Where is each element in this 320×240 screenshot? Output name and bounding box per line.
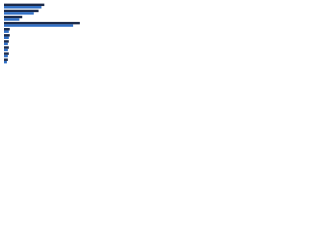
bar	[4, 6, 42, 9]
bar	[4, 52, 9, 55]
chart	[4, 3, 80, 64]
bar	[4, 60, 7, 64]
bar	[4, 21, 80, 25]
page: {"chart_data": {"type": "hbar", "categor…	[0, 0, 100, 71]
bar	[4, 24, 74, 27]
bar	[4, 12, 34, 15]
bar	[4, 48, 8, 52]
bar	[4, 34, 10, 37]
bar	[4, 40, 9, 43]
bar	[4, 30, 9, 33]
bar	[4, 9, 39, 13]
bar	[4, 42, 8, 46]
bar	[4, 3, 45, 7]
bar	[4, 18, 20, 21]
bar	[4, 36, 9, 39]
bar	[4, 54, 8, 58]
bar	[4, 58, 8, 61]
bar	[4, 15, 23, 19]
bar	[4, 46, 9, 49]
bar	[4, 28, 10, 31]
